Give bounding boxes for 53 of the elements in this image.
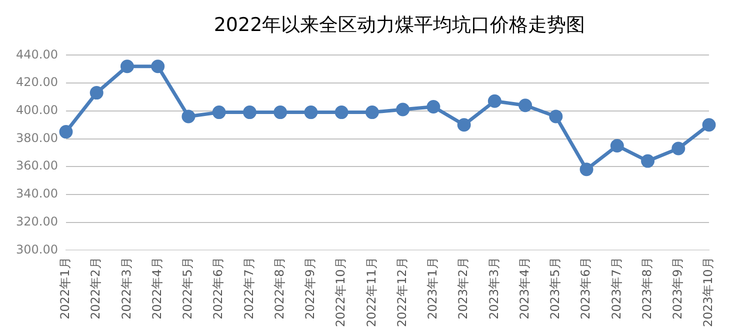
y-tick-label: 320.00 xyxy=(16,214,58,228)
point xyxy=(702,118,716,132)
point xyxy=(242,106,256,120)
point xyxy=(488,94,502,108)
x-tick-label: 2023年3月 xyxy=(486,257,501,320)
x-tick-label: 2022年8月 xyxy=(272,257,286,320)
x-tick-label: 2022年12月 xyxy=(394,257,409,328)
y-tick-label: 340.00 xyxy=(16,186,58,201)
y-tick-label: 360.00 xyxy=(16,158,58,173)
x-tick-label: 2022年2月 xyxy=(88,257,103,320)
point xyxy=(182,110,196,124)
x-tick-label: 2022年11月 xyxy=(364,257,378,328)
point xyxy=(457,118,471,132)
x-tick-label: 2022年1月 xyxy=(58,257,72,320)
x-tick-label: 2022年10月 xyxy=(334,257,348,328)
point xyxy=(212,106,226,120)
x-tick-label: 2023年2月 xyxy=(456,257,470,320)
point xyxy=(580,162,594,176)
point xyxy=(518,98,532,112)
y-tick-label: 400.00 xyxy=(16,103,58,118)
point xyxy=(549,110,563,124)
x-tick-label: 2023年1月 xyxy=(426,257,440,320)
y-tick-label: 380.00 xyxy=(16,130,58,145)
x-tick-label: 2023年9月 xyxy=(670,257,685,320)
x-tick-label: 2023年10月 xyxy=(701,257,716,328)
point xyxy=(641,154,655,168)
x-tick-label: 2022年3月 xyxy=(119,257,134,320)
y-tick-label: 440.00 xyxy=(16,47,58,62)
chart-title: 2022年以来全区动力煤平均坑口价格走势图 xyxy=(212,13,586,38)
x-tick-label: 2023年7月 xyxy=(609,257,624,320)
point xyxy=(90,86,104,100)
point xyxy=(396,102,410,116)
point xyxy=(672,142,686,156)
x-tick-label: 2023年4月 xyxy=(517,257,532,320)
x-tick-label: 2022年5月 xyxy=(180,257,195,320)
point xyxy=(334,106,348,120)
x-tick-label: 2022年9月 xyxy=(303,257,318,320)
x-tick-label: 2022年6月 xyxy=(211,257,226,320)
point xyxy=(151,60,165,74)
point xyxy=(610,138,624,152)
point xyxy=(426,100,440,114)
point xyxy=(120,60,134,74)
x-tick-label: 2022年4月 xyxy=(150,257,164,320)
x-tick-label: 2023年8月 xyxy=(640,257,654,320)
point xyxy=(59,125,73,139)
point xyxy=(365,106,379,120)
x-tick-label: 2023年6月 xyxy=(578,257,593,320)
y-tick-label: 300.00 xyxy=(16,242,58,256)
point xyxy=(304,106,318,120)
x-tick-label: 2023年5月 xyxy=(548,257,562,320)
x-tick-label: 2022年7月 xyxy=(242,257,256,320)
point xyxy=(274,106,288,120)
y-tick-label: 420.00 xyxy=(16,75,58,90)
